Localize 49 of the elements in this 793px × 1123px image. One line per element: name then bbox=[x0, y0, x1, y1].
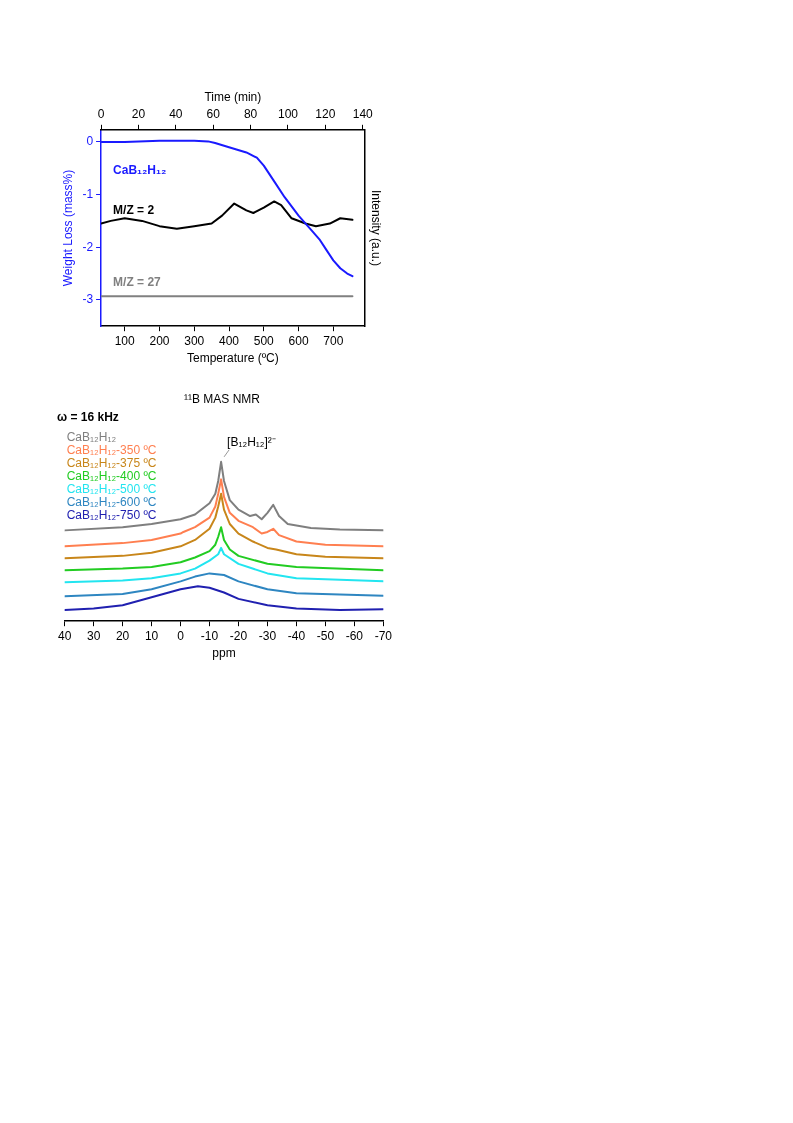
x-tick-label: 700 bbox=[323, 333, 344, 348]
series-label: M/Z = 2 bbox=[113, 202, 155, 217]
x-tick-label: -30 bbox=[258, 628, 277, 643]
text: CaB₁₂H₁₂-400 ºC bbox=[66, 468, 157, 483]
x-axis-title: Temperature (ºC) bbox=[186, 351, 279, 366]
x-axis-title: ppm bbox=[212, 646, 236, 661]
x-tick-label: 0 bbox=[177, 628, 185, 643]
y-tick-label: -3 bbox=[82, 292, 94, 307]
x-tick-label: 600 bbox=[288, 333, 309, 348]
text: CaB₁₂H₁₂-500 ºC bbox=[66, 481, 157, 496]
y-tick-label: -1 bbox=[82, 186, 94, 201]
x2-tick-label: 0 bbox=[97, 106, 105, 121]
y-axis-title: Weight Loss (mass%) bbox=[60, 169, 75, 287]
x-tick-label: -20 bbox=[229, 628, 248, 643]
x-tick-label: 20 bbox=[115, 628, 130, 643]
text: CaB₁₂H₁₂-750 ºC bbox=[66, 507, 157, 522]
x-tick-label: 100 bbox=[114, 333, 136, 348]
x-tick-label: 10 bbox=[144, 628, 159, 643]
chart-title: ¹¹B MAS NMR bbox=[184, 391, 261, 406]
chart-subtitle: ω = 16 kHz bbox=[57, 409, 119, 424]
x2-tick-label: 120 bbox=[315, 106, 336, 121]
x2-tick-label: 100 bbox=[277, 106, 299, 121]
x2-tick-label: 40 bbox=[169, 106, 183, 121]
x2-tick-label: 80 bbox=[243, 106, 258, 121]
x2-axis-title: Time (min) bbox=[204, 89, 262, 104]
x-tick-label: 200 bbox=[149, 333, 170, 348]
text: CaB₁₂H₁₂ bbox=[66, 429, 117, 444]
x-tick-label: 500 bbox=[253, 333, 275, 348]
x2-tick-label: 60 bbox=[206, 106, 221, 121]
x-tick-label: 400 bbox=[219, 333, 240, 348]
x-tick-label: -40 bbox=[287, 628, 306, 643]
text: CaB₁₂H₁₂-375 ºC bbox=[66, 455, 157, 470]
x-tick-label: 300 bbox=[184, 333, 205, 348]
x-tick-label: 30 bbox=[86, 628, 101, 643]
x-tick-label: -70 bbox=[374, 628, 393, 643]
series-label: CaB₁₂H₁₂ bbox=[113, 162, 167, 177]
text: CaB₁₂H₁₂-600 ºC bbox=[66, 494, 157, 509]
y-tick-label: 0 bbox=[86, 134, 94, 149]
x-tick-label: -50 bbox=[316, 628, 335, 643]
x2-tick-label: 20 bbox=[131, 106, 146, 121]
x-tick-label: -10 bbox=[200, 628, 219, 643]
y2-axis-title: Intensity (a.u.) bbox=[369, 189, 384, 267]
annotation: [B₁₂H₁₂]²⁻ bbox=[227, 434, 276, 449]
x-tick-label: 40 bbox=[57, 628, 72, 643]
y-tick-label: -2 bbox=[82, 239, 94, 254]
text: CaB₁₂H₁₂-350 ºC bbox=[66, 442, 157, 457]
x2-tick-label: 140 bbox=[352, 106, 374, 121]
series-label: M/Z = 27 bbox=[113, 275, 162, 290]
x-tick-label: -60 bbox=[345, 628, 364, 643]
